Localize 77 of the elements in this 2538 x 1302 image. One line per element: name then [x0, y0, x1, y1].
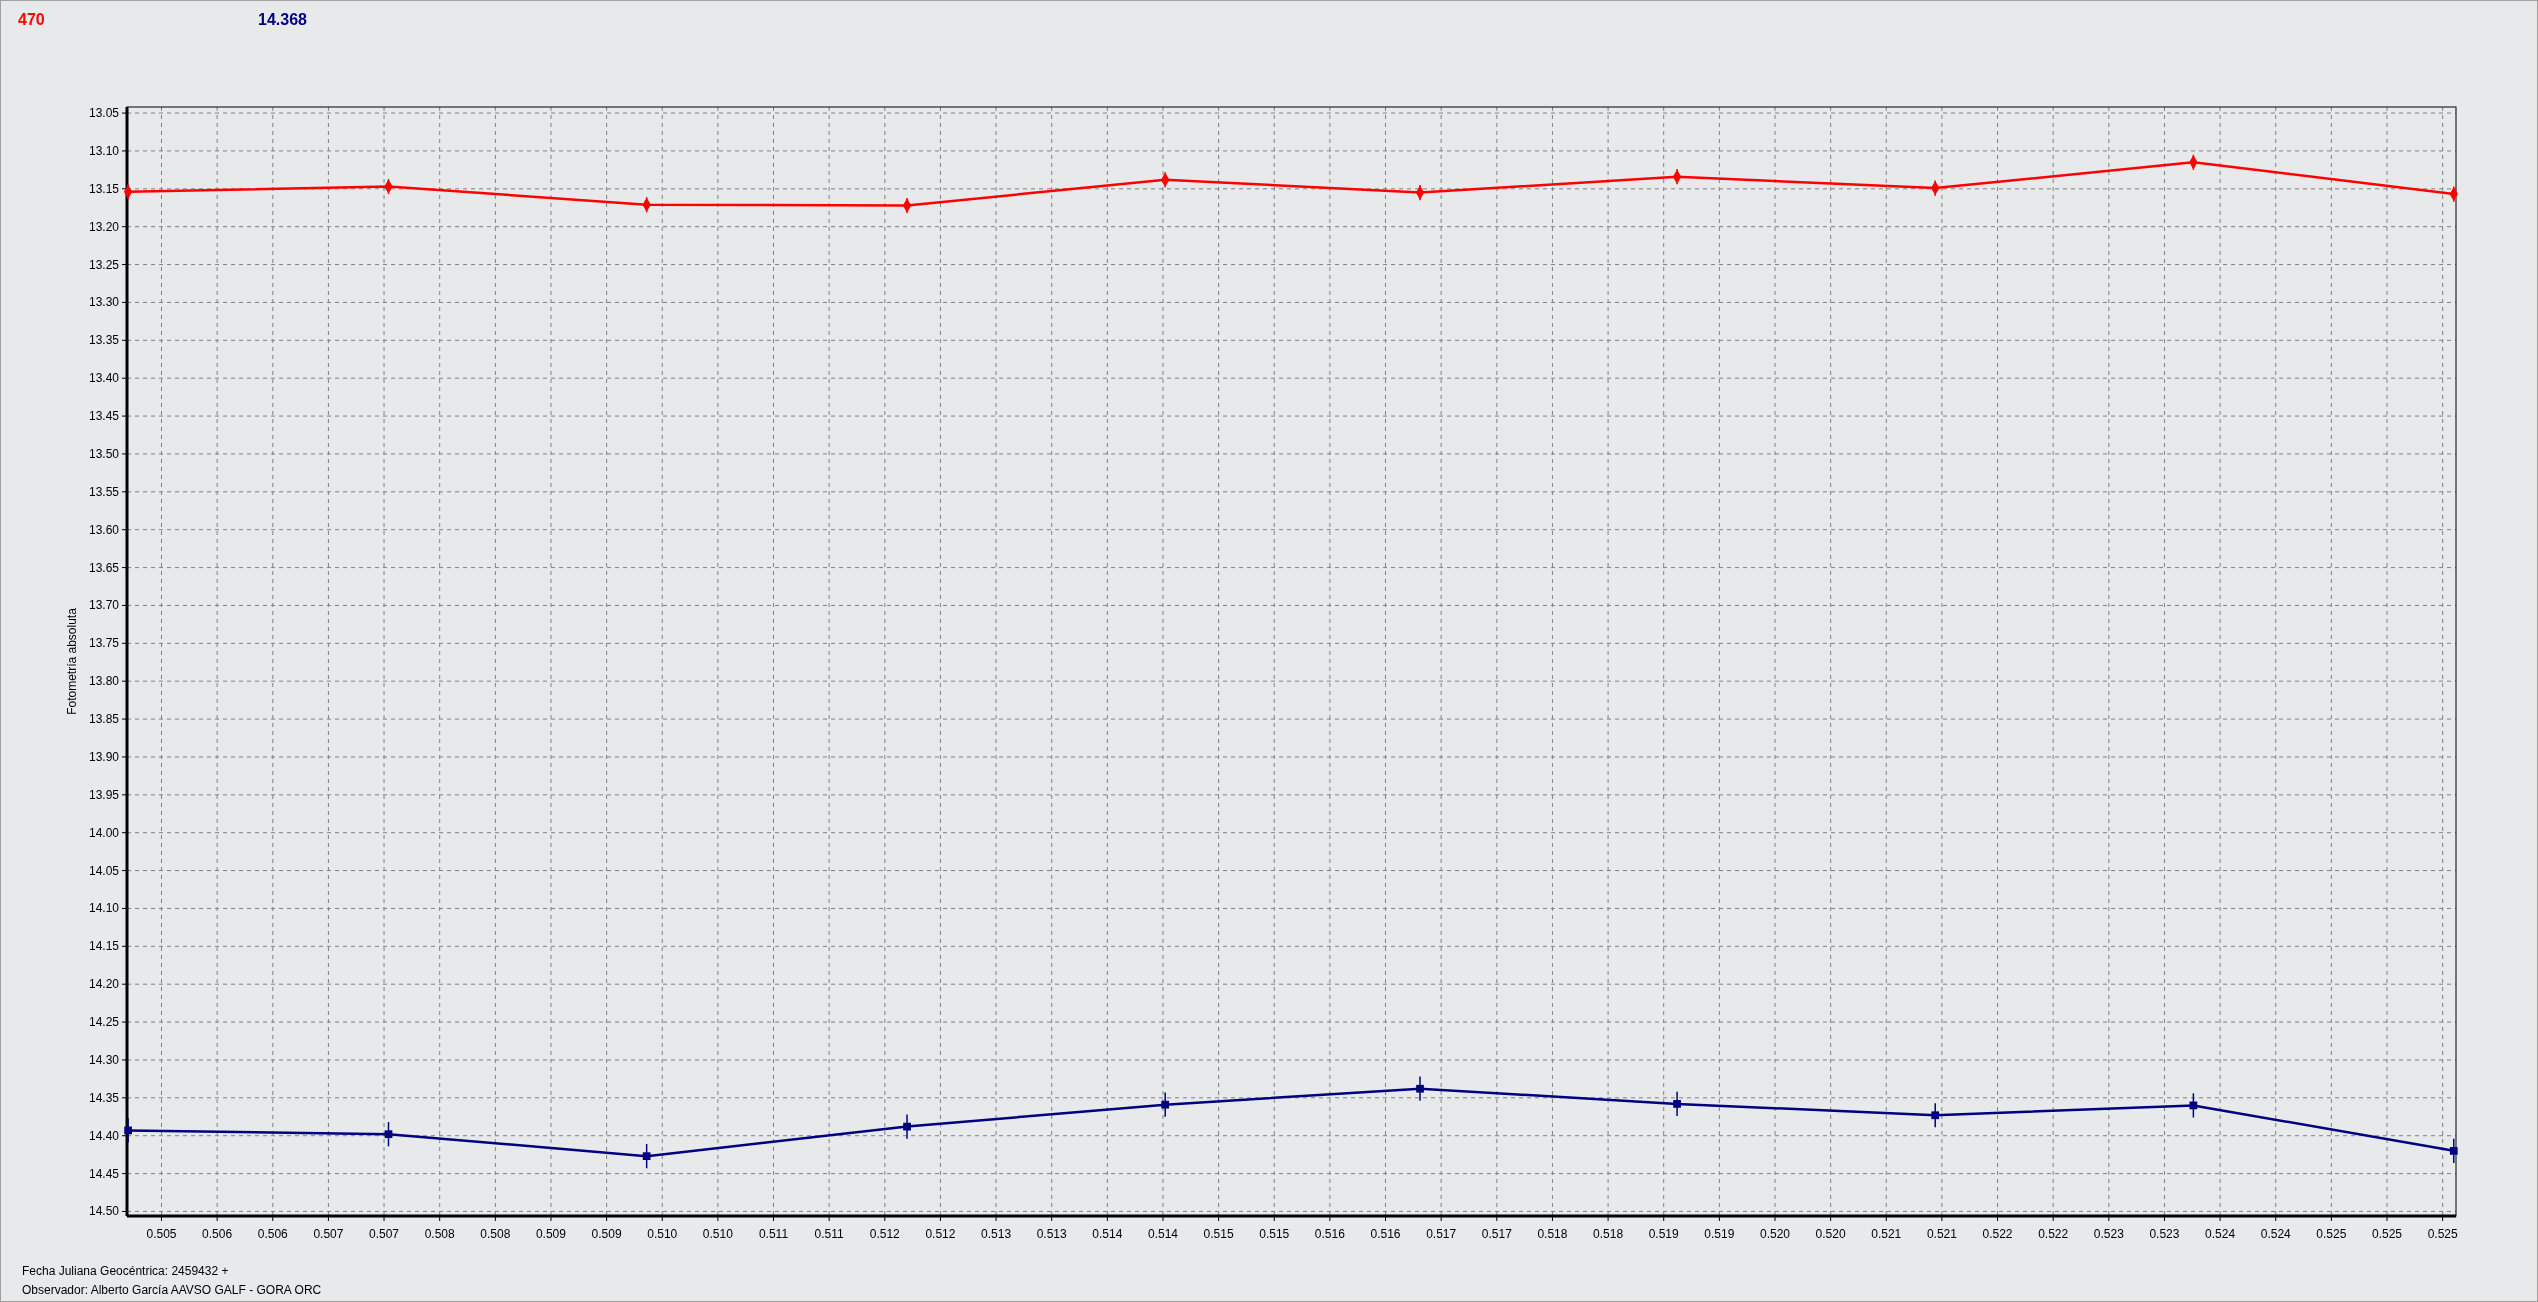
y-tick-label: 13.25 [88, 257, 120, 272]
y-tick-label: 13.40 [88, 371, 120, 386]
x-tick-label: 0.518 [1537, 1227, 1568, 1241]
x-tick-label: 0.506 [257, 1227, 289, 1241]
x-tick-label: 0.512 [869, 1227, 901, 1241]
x-tick-label: 0.518 [1593, 1227, 1624, 1241]
text: Observador: Alberto García AAVSO GALF - GORA ORC [22, 1283, 322, 1297]
x-tick-label: 0.511 [814, 1227, 845, 1241]
x-tick-label: 0.509 [591, 1227, 622, 1241]
x-tick-label: 0.516 [1314, 1227, 1346, 1241]
x-tick-label: 0.508 [424, 1227, 456, 1241]
y-tick-label: 14.05 [88, 863, 120, 878]
y-tick-label: 14.30 [88, 1052, 120, 1067]
x-tick-label: 0.513 [1036, 1227, 1068, 1241]
x-tick-label: 0.514 [1147, 1227, 1179, 1241]
x-tick-label: 0.524 [2205, 1227, 2236, 1241]
x-tick-label: 0.510 [647, 1227, 678, 1241]
x-tick-label: 0.519 [1648, 1227, 1680, 1241]
y-tick-label: 13.90 [88, 749, 120, 764]
y-tick-label: 13.05 [88, 106, 120, 121]
x-tick-label: 0.509 [535, 1227, 567, 1241]
x-tick-label: 0.507 [369, 1227, 400, 1241]
x-tick-label: 0.511 [758, 1227, 789, 1241]
y-tick-label: 13.75 [88, 636, 120, 651]
x-tick-label: 0.517 [1426, 1227, 1457, 1241]
y-axis-title: Fotometría absoluta [65, 607, 79, 715]
x-tick-label: 0.515 [1259, 1227, 1290, 1241]
y-tick-label: 14.45 [88, 1166, 120, 1181]
x-tick-label: 0.520 [1759, 1227, 1791, 1241]
x-tick-label: 0.512 [925, 1227, 956, 1241]
x-tick-label: 0.514 [1092, 1227, 1123, 1241]
x-tick-label: 0.523 [2149, 1227, 2180, 1241]
y-tick-label: 13.50 [88, 446, 120, 461]
y-tick-label: 13.60 [88, 522, 120, 537]
x-axis-title: Fecha Juliana Geocéntrica: 2459432 + [22, 1264, 229, 1278]
y-tick-label: 14.25 [88, 1015, 120, 1030]
y-tick-label: 14.40 [88, 1128, 120, 1143]
x-tick-label: 0.513 [981, 1227, 1012, 1241]
x-tick-label: 0.525 [2427, 1227, 2458, 1241]
x-tick-label: 0.521 [1926, 1227, 1958, 1241]
x-tick-label: 0.505 [146, 1227, 177, 1241]
y-tick-label: 13.30 [88, 295, 120, 310]
y-tick-label: 14.50 [88, 1204, 120, 1219]
y-tick-label: 13.55 [88, 484, 120, 499]
y-tick-label: 13.65 [88, 560, 120, 575]
y-tick-label: 13.95 [88, 787, 120, 802]
y-tick-label: 13.15 [88, 181, 120, 196]
y-tick-label: 13.85 [88, 712, 120, 727]
x-tick-label: 0.521 [1871, 1227, 1902, 1241]
y-tick-label: 13.45 [88, 409, 120, 424]
x-tick-label: 0.522 [1982, 1227, 2013, 1241]
y-tick-label: 13.80 [88, 674, 120, 689]
x-tick-label: 0.510 [702, 1227, 734, 1241]
x-tick-label: 0.523 [2093, 1227, 2125, 1241]
x-tick-label: 0.506 [202, 1227, 233, 1241]
x-tick-label: 0.520 [1815, 1227, 1846, 1241]
y-tick-label: 14.20 [88, 977, 120, 992]
x-tick-label: 0.524 [2260, 1227, 2292, 1241]
y-tick-label: 13.70 [88, 598, 120, 613]
y-tick-label: 14.15 [88, 939, 120, 954]
x-tick-label: 0.508 [480, 1227, 511, 1241]
y-tick-label: 14.10 [88, 901, 120, 916]
x-tick-label: 0.517 [1481, 1227, 1513, 1241]
y-tick-label: 13.20 [88, 219, 120, 234]
text: 14.368 [258, 11, 308, 28]
y-tick-label: 14.35 [88, 1090, 120, 1105]
x-tick-label: 0.507 [313, 1227, 344, 1241]
x-tick-label: 0.525 [2316, 1227, 2347, 1241]
x-tick-label: 0.515 [1203, 1227, 1234, 1241]
text: 470 [18, 11, 45, 28]
y-tick-label: 13.10 [88, 143, 120, 158]
x-tick-label: 0.522 [2038, 1227, 2069, 1241]
y-tick-label: 14.00 [88, 825, 120, 840]
y-tick-label: 13.35 [88, 333, 120, 348]
x-tick-label: 0.525 [2371, 1227, 2403, 1241]
x-tick-label: 0.516 [1370, 1227, 1401, 1241]
x-tick-label: 0.519 [1704, 1227, 1735, 1241]
